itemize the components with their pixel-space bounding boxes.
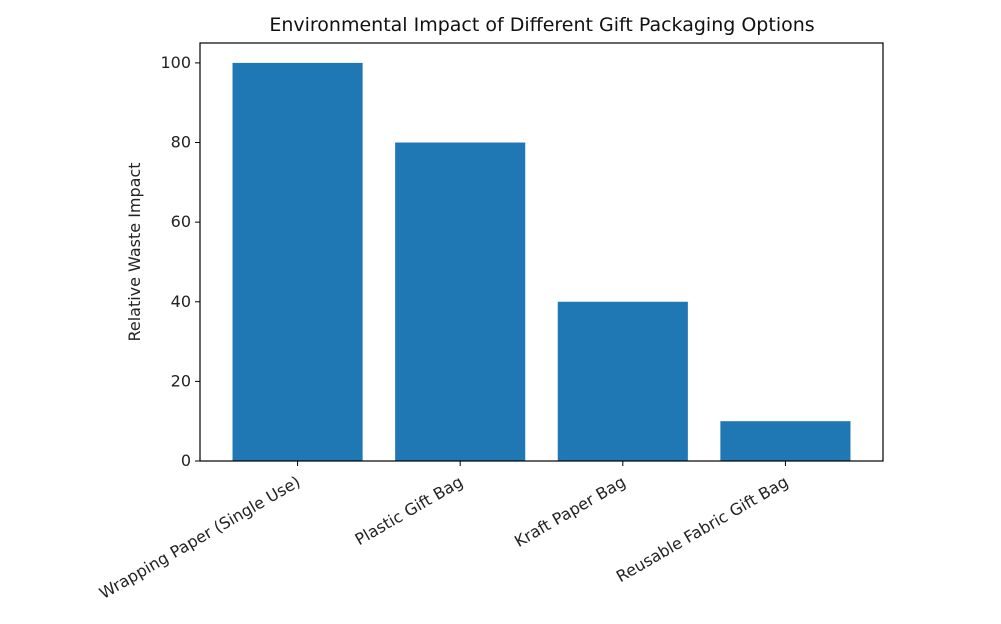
bars-group <box>232 62 851 462</box>
plot-frame <box>199 42 884 462</box>
x-tick-label: Reusable Fabric Gift Bag <box>613 472 792 586</box>
x-tick-label: Wrapping Paper (Single Use) <box>96 472 304 603</box>
x-axis: Wrapping Paper (Single Use) Plastic Gift … <box>96 461 791 603</box>
y-tick-label: 40 <box>171 292 191 311</box>
y-tick-label: 100 <box>160 53 191 72</box>
y-tick-label: 80 <box>171 133 191 152</box>
y-tick-label: 60 <box>171 212 191 231</box>
chart-title: Environmental Impact of Different Gift P… <box>269 14 814 36</box>
x-tick-label: Plastic Gift Bag <box>352 472 467 549</box>
y-tick-label: 0 <box>181 451 191 470</box>
x-tick-label: Kraft Paper Bag <box>511 472 629 551</box>
bar <box>557 301 688 461</box>
bar <box>232 62 363 462</box>
y-tick-label: 20 <box>171 371 191 390</box>
bar <box>720 421 851 461</box>
y-axis-title: Relative Waste Impact <box>125 162 144 341</box>
y-axis: 0 20 40 60 80 100 <box>160 53 200 470</box>
bar <box>395 142 526 461</box>
